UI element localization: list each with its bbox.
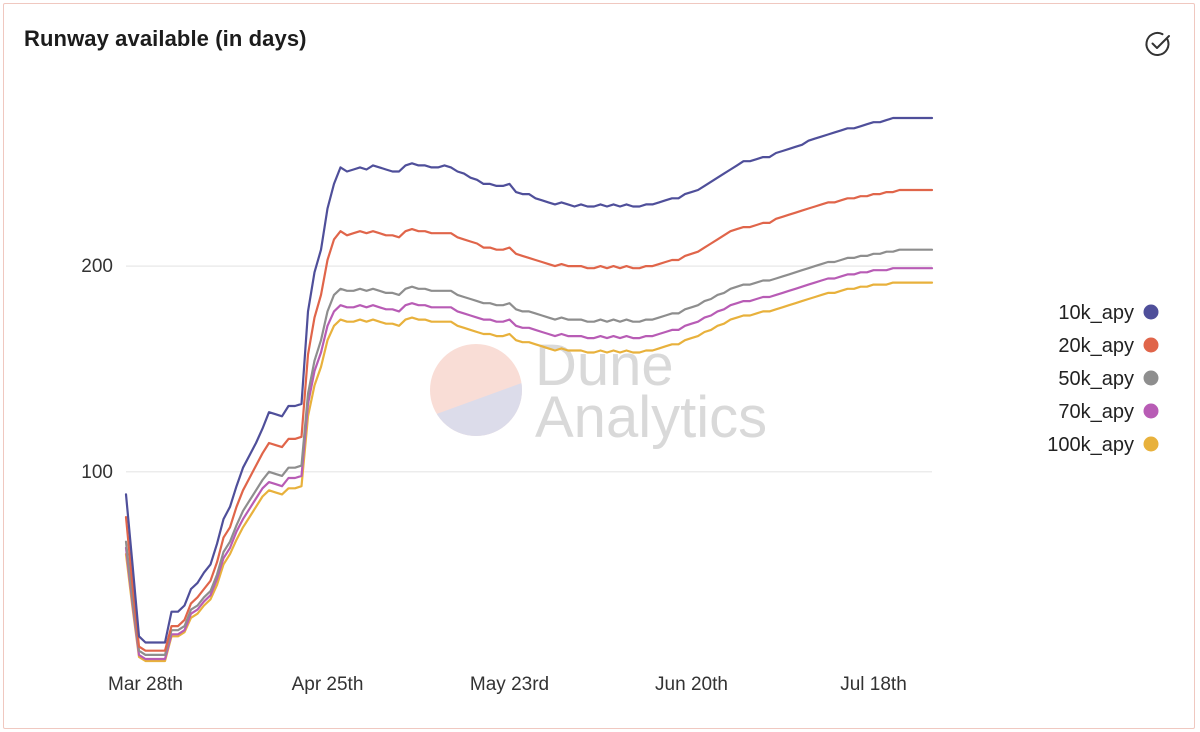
- legend-swatch: [1143, 436, 1159, 452]
- legend-item-50k_apy[interactable]: 50k_apy: [1058, 368, 1159, 390]
- legend-swatch: [1143, 337, 1159, 353]
- series-line-100k_apy: [124, 281, 934, 663]
- series-line-70k_apy: [124, 267, 934, 661]
- y-tick-label: 200: [81, 256, 113, 277]
- x-tick-label: Apr 25th: [292, 674, 364, 695]
- series-line-20k_apy: [124, 188, 934, 652]
- series-line-50k_apy: [124, 248, 934, 657]
- x-tick-label: May 23rd: [470, 674, 549, 695]
- watermark-line1: Dune: [535, 333, 674, 398]
- x-tick-label: Jun 20th: [655, 674, 728, 695]
- y-tick-label: 100: [81, 462, 113, 483]
- x-tick-label: Mar 28th: [108, 674, 183, 695]
- series-line-10k_apy: [124, 116, 934, 644]
- legend-item-10k_apy[interactable]: 10k_apy: [1058, 302, 1159, 324]
- chart-title: Runway available (in days): [24, 26, 307, 51]
- legend-item-100k_apy[interactable]: 100k_apy: [1047, 434, 1159, 456]
- check-circle-icon[interactable]: [1144, 30, 1172, 58]
- legend-swatch: [1143, 370, 1159, 386]
- legend-label: 100k_apy: [1047, 434, 1134, 456]
- legend-label: 50k_apy: [1058, 368, 1134, 390]
- x-tick-label: Jul 18th: [840, 674, 907, 695]
- legend-label: 20k_apy: [1058, 335, 1134, 357]
- watermark-line2: Analytics: [535, 385, 767, 450]
- dune-analytics-watermark: Dune Analytics: [430, 333, 767, 450]
- legend-label: 70k_apy: [1058, 401, 1134, 423]
- legend-swatch: [1143, 304, 1159, 320]
- legend-item-20k_apy[interactable]: 20k_apy: [1058, 335, 1159, 357]
- legend-item-70k_apy[interactable]: 70k_apy: [1058, 401, 1159, 423]
- legend-label: 10k_apy: [1058, 302, 1134, 324]
- legend-swatch: [1143, 403, 1159, 419]
